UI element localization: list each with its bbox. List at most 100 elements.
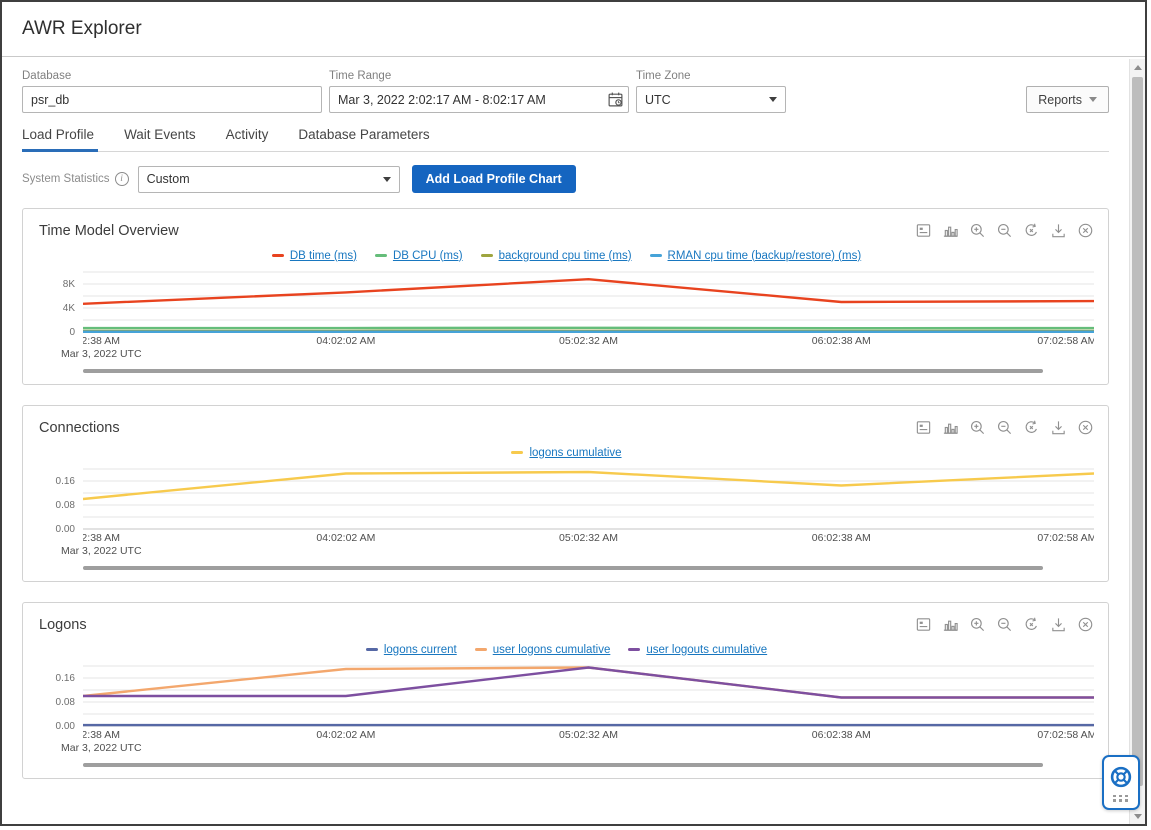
legend-link[interactable]: DB CPU (ms)	[392, 249, 463, 262]
legend-item: logons current	[365, 643, 457, 656]
zoom-out-icon[interactable]	[996, 419, 1013, 436]
y-axis: 0.00 0.08 0.16	[39, 665, 83, 732]
chart-hscrollbar[interactable]	[83, 369, 1094, 373]
time-range-input[interactable]	[329, 86, 629, 113]
legend-marker-icon	[474, 648, 487, 651]
tab-wait-events[interactable]: Wait Events	[124, 127, 196, 142]
remove-chart-icon[interactable]	[1077, 222, 1094, 239]
y-axis: 0 4K 8K	[39, 271, 83, 338]
scrollbar-thumb[interactable]	[1132, 77, 1143, 786]
chart-plot[interactable]	[83, 468, 1094, 530]
y-axis: 0.00 0.08 0.16	[39, 468, 83, 535]
y-axis-tick-label: 0.00	[55, 524, 75, 535]
chart-toolbar	[905, 616, 1094, 633]
calendar-clock-icon[interactable]	[607, 91, 624, 108]
download-icon[interactable]	[1050, 419, 1067, 436]
y-axis-tick-label: 0.16	[55, 673, 75, 684]
chevron-down-icon	[769, 97, 777, 102]
info-icon[interactable]: i	[114, 172, 129, 186]
reset-zoom-icon[interactable]	[1023, 222, 1040, 239]
chart-plot[interactable]	[83, 665, 1094, 727]
add-load-profile-chart-button[interactable]: Add Load Profile Chart	[411, 165, 576, 193]
legend-marker-icon	[649, 254, 662, 257]
view-data-icon[interactable]	[915, 419, 932, 436]
chart-hscrollbar-thumb[interactable]	[83, 369, 1044, 373]
x-axis: 03:02:38 AM 04:02:02 AM 05:02:32 AM 06:02:3…	[83, 335, 1094, 348]
zoom-in-icon[interactable]	[969, 616, 986, 633]
reset-zoom-icon[interactable]	[1023, 419, 1040, 436]
view-data-icon[interactable]	[915, 222, 932, 239]
tab-database-parameters[interactable]: Database Parameters	[298, 127, 430, 142]
x-axis-tick-label: 06:02:38 AM	[811, 729, 871, 741]
x-axis-tick-label: 03:02:38 AM	[83, 729, 120, 741]
download-icon[interactable]	[1050, 222, 1067, 239]
x-axis-tick-label: 05:02:32 AM	[559, 729, 618, 741]
page-vertical-scrollbar[interactable]	[1129, 59, 1145, 824]
legend-link[interactable]: user logons cumulative	[492, 643, 611, 656]
zoom-out-icon[interactable]	[996, 222, 1013, 239]
chart-card-connections: Connections logons cumulative 0.00 0.08 0.…	[22, 405, 1109, 582]
x-axis-tick-label: 07:02:58 AM	[1037, 729, 1094, 741]
chart-hscrollbar-thumb[interactable]	[83, 566, 1044, 570]
x-axis-tick-label: 06:02:38 AM	[811, 532, 871, 544]
bar-chart-icon[interactable]	[942, 616, 959, 633]
database-input[interactable]	[22, 86, 322, 113]
chart-toolbar	[905, 419, 1094, 436]
reports-button[interactable]: Reports	[1026, 86, 1109, 113]
scroll-up-arrow-icon[interactable]	[1130, 59, 1145, 75]
legend-link[interactable]: user logouts cumulative	[646, 643, 768, 656]
legend-item: RMAN cpu time (backup/restore) (ms)	[649, 249, 862, 262]
y-axis-tick-label: 0	[69, 327, 75, 338]
legend-link[interactable]: RMAN cpu time (backup/restore) (ms)	[667, 249, 862, 262]
legend-link[interactable]: background cpu time (ms)	[498, 249, 632, 262]
x-axis: 03:02:38 AM 04:02:02 AM 05:02:32 AM 06:02:3…	[83, 729, 1094, 742]
legend-marker-icon	[365, 648, 378, 651]
chart-legend: logons current user logons cumulative user…	[39, 642, 1094, 657]
database-label: Database	[22, 70, 72, 82]
chart-hscrollbar-thumb[interactable]	[83, 763, 1044, 767]
bar-chart-icon[interactable]	[942, 419, 959, 436]
chart-title: Time Model Overview	[39, 222, 179, 239]
series-line	[83, 279, 1094, 304]
zoom-in-icon[interactable]	[969, 222, 986, 239]
legend-item: logons cumulative	[511, 446, 622, 459]
legend-marker-icon	[511, 451, 524, 454]
x-axis-tick-label: 05:02:32 AM	[559, 532, 618, 544]
time-zone-field-group: Time Zone UTC	[636, 70, 786, 113]
tab-activity[interactable]: Activity	[225, 127, 269, 142]
chart-card-time-model-overview: Time Model Overview DB time (ms) DB CPU (…	[22, 208, 1109, 385]
x-axis-tick-label: 06:02:38 AM	[811, 335, 871, 347]
legend-link[interactable]: logons current	[383, 643, 457, 656]
zoom-in-icon[interactable]	[969, 419, 986, 436]
y-axis-tick-label: 8K	[62, 279, 75, 290]
y-axis-tick-label: 4K	[62, 303, 75, 314]
drag-dots-icon	[1113, 794, 1129, 802]
legend-link[interactable]: logons cumulative	[529, 446, 622, 459]
zoom-out-icon[interactable]	[996, 616, 1013, 633]
system-statistics-label: System Statistics i	[22, 172, 129, 186]
system-statistics-row: System Statistics i Custom Add Load Prof…	[22, 165, 1109, 193]
time-zone-select[interactable]: UTC	[636, 86, 786, 113]
statistics-select[interactable]: Custom	[137, 165, 400, 193]
x-axis-tick-label: 04:02:02 AM	[316, 729, 376, 741]
tab-load-profile[interactable]: Load Profile	[22, 127, 99, 152]
remove-chart-icon[interactable]	[1077, 419, 1094, 436]
remove-chart-icon[interactable]	[1077, 616, 1094, 633]
chart-title: Logons	[39, 616, 87, 633]
legend-marker-icon	[271, 254, 284, 257]
statistics-select-value: Custom	[146, 172, 190, 186]
chart-plot[interactable]	[83, 271, 1094, 333]
help-widget[interactable]	[1102, 755, 1140, 810]
chart-hscrollbar[interactable]	[83, 763, 1094, 767]
x-axis-tick-label: 07:02:58 AM	[1037, 532, 1094, 544]
legend-link[interactable]: DB time (ms)	[289, 249, 357, 262]
chart-hscrollbar[interactable]	[83, 566, 1094, 570]
reset-zoom-icon[interactable]	[1023, 616, 1040, 633]
bar-chart-icon[interactable]	[942, 222, 959, 239]
legend-marker-icon	[374, 254, 387, 257]
view-data-icon[interactable]	[915, 616, 932, 633]
download-icon[interactable]	[1050, 616, 1067, 633]
scroll-down-arrow-icon[interactable]	[1130, 808, 1145, 824]
y-axis-tick-label: 0.00	[55, 721, 75, 732]
